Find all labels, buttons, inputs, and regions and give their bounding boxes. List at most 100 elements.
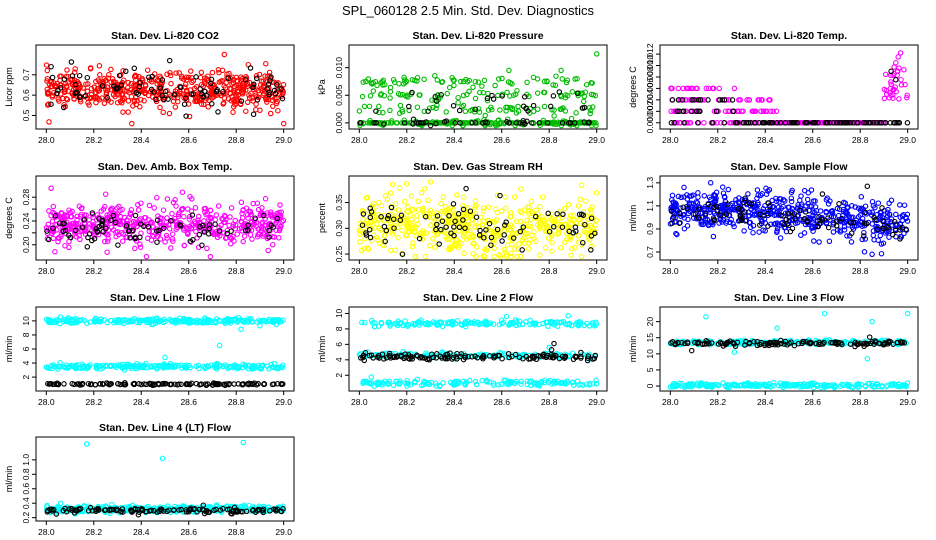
data-point	[264, 210, 270, 216]
data-point	[580, 98, 587, 105]
data-point	[544, 120, 551, 126]
data-point	[668, 120, 675, 126]
data-point	[578, 182, 585, 189]
data-point	[686, 201, 693, 208]
data-point	[365, 220, 371, 226]
data-point	[491, 245, 497, 252]
data-point	[482, 119, 489, 125]
data-point	[462, 382, 468, 388]
x-tick-label: 28.4	[133, 397, 150, 407]
data-point	[447, 350, 453, 356]
data-point	[817, 218, 823, 224]
data-point	[439, 78, 446, 85]
data-point	[359, 207, 366, 214]
data-point	[593, 217, 600, 223]
data-point	[177, 222, 183, 228]
data-point	[501, 246, 507, 253]
data-point	[179, 205, 186, 212]
data-point	[378, 202, 385, 209]
data-point	[425, 197, 431, 204]
data-point	[593, 189, 600, 196]
series-primary	[667, 180, 911, 258]
data-point	[480, 253, 486, 259]
data-point	[163, 380, 169, 387]
data-point	[566, 216, 573, 222]
data-point	[44, 67, 51, 74]
data-point	[410, 206, 416, 213]
data-point	[106, 381, 113, 388]
y-tick-label: 4	[21, 360, 31, 365]
data-point	[730, 221, 736, 227]
data-point	[581, 322, 588, 329]
data-point	[74, 213, 81, 220]
data-point	[575, 92, 581, 99]
data-point	[757, 222, 763, 228]
data-point	[885, 206, 891, 213]
data-point	[841, 227, 848, 233]
data-point	[503, 104, 509, 111]
data-point	[73, 89, 79, 96]
data-point	[833, 218, 840, 224]
data-point	[498, 381, 504, 388]
data-point	[882, 71, 889, 78]
x-tick-label: 28.0	[351, 397, 368, 407]
data-point	[398, 220, 404, 226]
data-point	[107, 317, 114, 324]
data-point	[168, 80, 174, 87]
series-secondary	[357, 89, 592, 129]
y-tick-label: 0.7	[21, 69, 31, 81]
data-point	[536, 383, 543, 389]
data-point	[264, 86, 270, 92]
data-point	[392, 247, 399, 253]
y-tick-label: 0.002	[645, 100, 655, 122]
data-point	[721, 120, 727, 126]
data-point	[898, 82, 905, 88]
y-tick-label: 0.7	[645, 246, 655, 258]
data-point	[570, 212, 577, 219]
data-point	[132, 212, 139, 219]
data-point	[469, 232, 476, 238]
data-point	[757, 192, 764, 199]
data-point	[189, 212, 196, 218]
data-point	[736, 195, 742, 201]
data-point	[848, 239, 855, 245]
data-point	[250, 111, 257, 118]
data-point	[472, 224, 479, 230]
data-point	[110, 92, 117, 98]
data-point	[227, 363, 233, 370]
data-point	[802, 209, 809, 215]
data-point	[418, 120, 425, 126]
data-point	[830, 229, 837, 235]
data-point	[212, 217, 219, 223]
y-axis-label: kPa	[317, 79, 327, 95]
data-point	[496, 321, 503, 328]
data-point	[738, 206, 745, 213]
y-tick-label: 10	[21, 316, 31, 326]
data-point	[421, 76, 427, 83]
data-point	[45, 221, 52, 228]
data-point	[830, 213, 837, 220]
points-group	[43, 185, 287, 260]
data-point	[137, 241, 143, 248]
data-point	[501, 377, 507, 383]
data-point	[521, 240, 528, 246]
data-point	[190, 78, 197, 84]
data-point	[897, 227, 903, 233]
data-point	[456, 107, 463, 114]
data-point	[497, 253, 504, 260]
data-point	[269, 97, 276, 104]
y-tick-label: 0.5	[21, 109, 31, 121]
x-tick-label: 28.0	[38, 266, 55, 276]
data-point	[731, 85, 738, 92]
data-point	[116, 72, 123, 79]
data-point	[509, 353, 515, 360]
data-point	[105, 238, 111, 245]
data-point	[368, 237, 375, 244]
x-tick-label: 29.0	[899, 135, 916, 145]
data-point	[709, 120, 716, 126]
x-tick-label: 28.2	[86, 266, 103, 276]
data-point	[725, 186, 732, 193]
data-point	[568, 252, 574, 258]
data-point	[488, 242, 494, 248]
data-point	[532, 238, 539, 245]
